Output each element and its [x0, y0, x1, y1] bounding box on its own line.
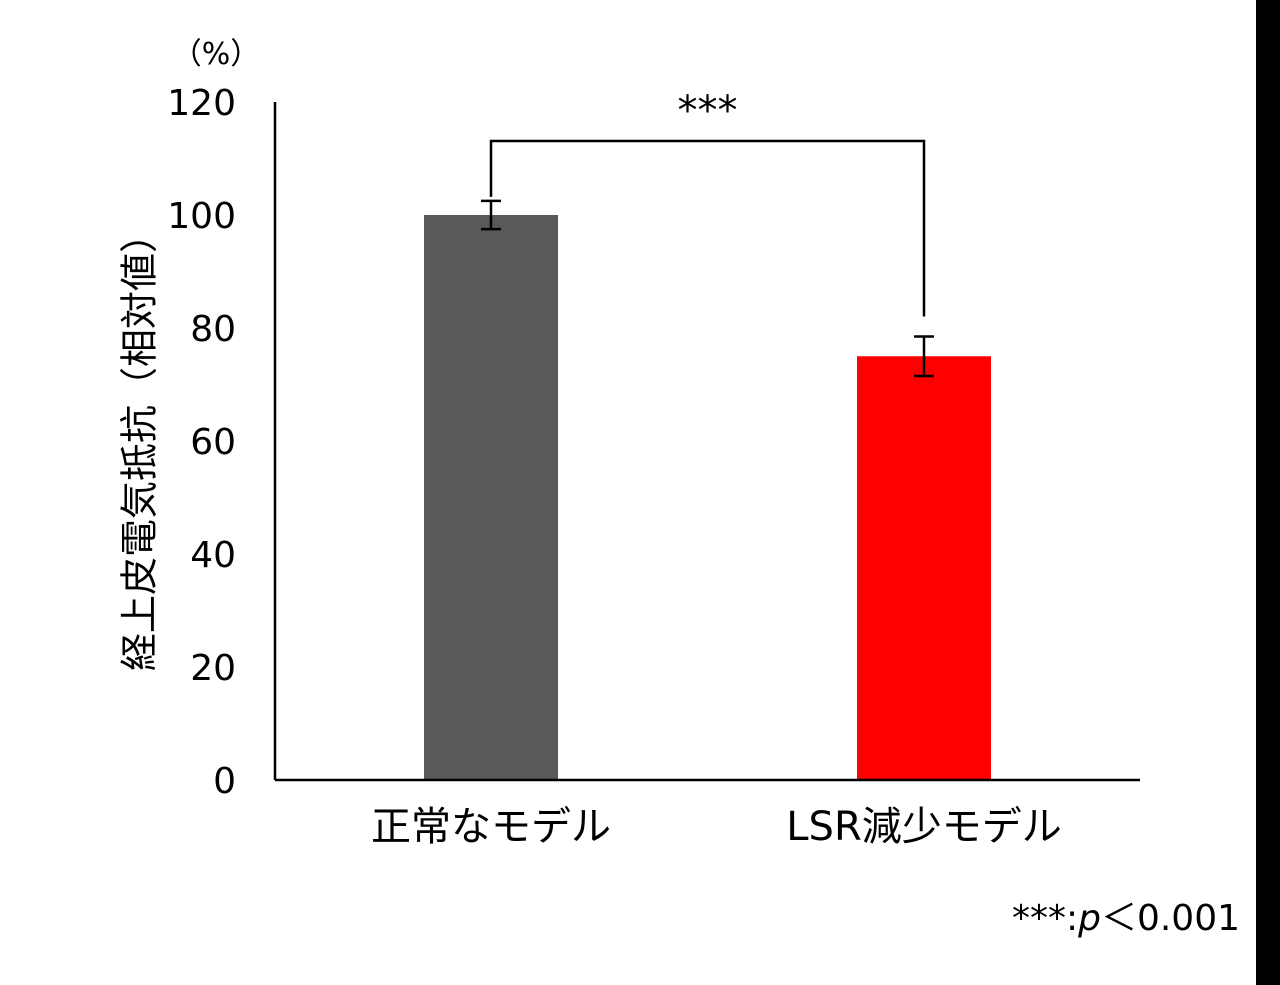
bars	[424, 215, 991, 780]
footnote-stars: ***	[1012, 898, 1066, 939]
y-tick-label: 60	[190, 422, 236, 463]
y-tick-label: 80	[190, 309, 236, 350]
y-tick-label: 20	[190, 648, 236, 689]
y-tick-labels: 0 20 40 60 80 100 120	[167, 83, 236, 802]
right-edge-strip	[1256, 0, 1280, 985]
footnote-p: p	[1077, 898, 1101, 939]
error-bar	[481, 199, 501, 231]
bar	[424, 215, 558, 780]
error-bars	[481, 199, 934, 378]
footnote-colon: :	[1066, 898, 1078, 939]
y-tick-label: 40	[190, 535, 236, 576]
x-category-labels: 正常なモデル LSR減少モデル	[371, 804, 1062, 850]
significance-label: ***	[678, 88, 738, 134]
y-tick-label: 0	[213, 761, 236, 802]
y-tick-label: 100	[167, 196, 236, 237]
y-axis-title: 経上皮電気抵抗（相対値）	[118, 215, 162, 671]
error-bar	[914, 335, 934, 378]
bar	[857, 356, 991, 780]
p-value-footnote: ***:p＜0.001	[1012, 898, 1240, 939]
y-unit-label: （%）	[172, 37, 261, 72]
significance-bracket	[489, 139, 926, 317]
x-category-label: LSR減少モデル	[786, 804, 1061, 850]
x-category-label: 正常なモデル	[371, 804, 611, 850]
footnote-threshold: ＜0.001	[1101, 898, 1240, 939]
y-tick-label: 120	[167, 83, 236, 124]
